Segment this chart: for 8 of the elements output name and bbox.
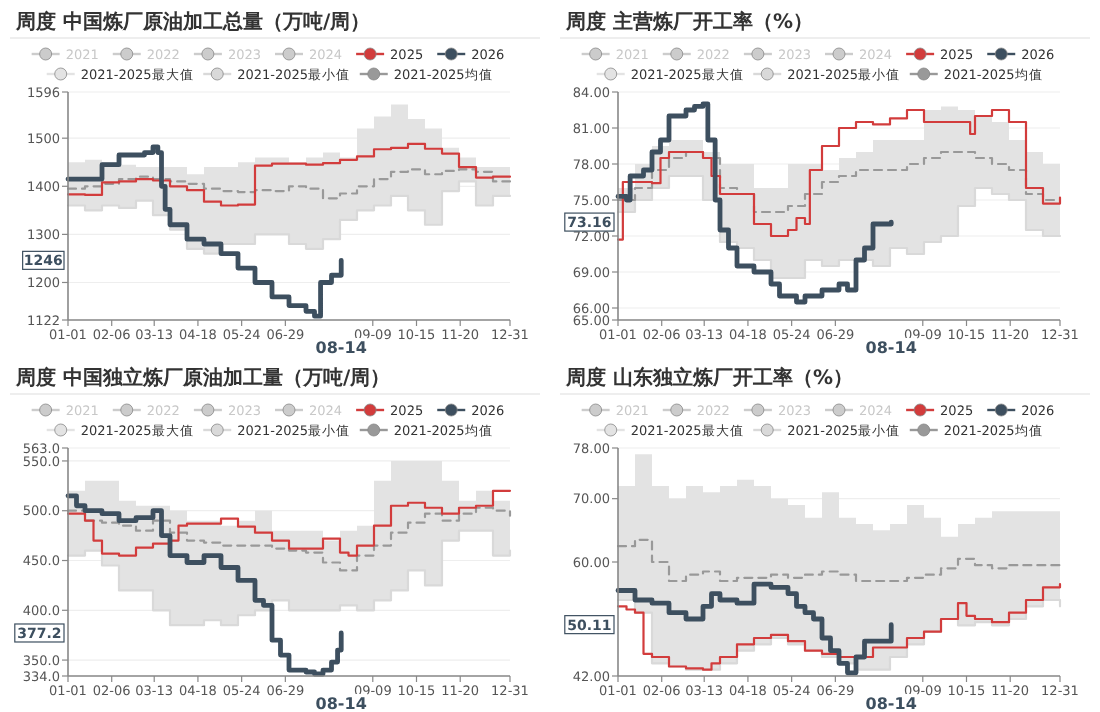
text: 08-14	[315, 339, 368, 357]
chart-title: 周度 中国独立炼厂原油加工量（万吨/周）	[14, 366, 391, 390]
chart-title: 周度 中国炼厂原油加工总量（万吨/周）	[14, 10, 371, 34]
text: 08-14	[865, 339, 918, 357]
text: 08-14	[315, 695, 368, 712]
text: 08-14	[865, 695, 918, 712]
chart-title: 周度 山东独立炼厂开工率（%）	[564, 366, 854, 390]
chart-title: 周度 主营炼厂开工率（%）	[564, 10, 814, 34]
